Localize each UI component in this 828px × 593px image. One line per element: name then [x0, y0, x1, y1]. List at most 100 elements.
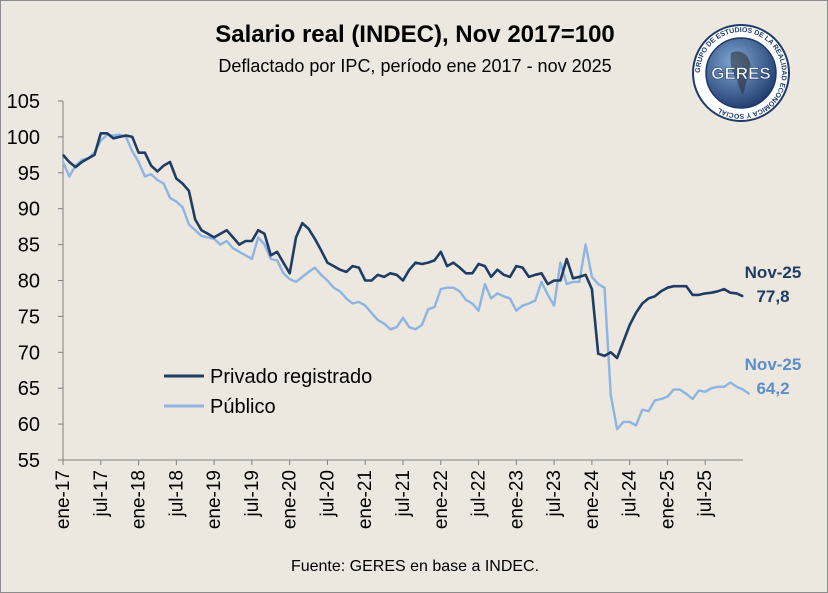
data-point: [585, 244, 587, 246]
data-point: [484, 283, 486, 285]
data-point: [396, 326, 398, 328]
data-point: [62, 161, 64, 163]
data-point: [597, 353, 599, 355]
data-point: [534, 274, 536, 276]
x-tick-label: ene-23: [506, 470, 527, 529]
data-point: [200, 235, 203, 237]
data-point: [717, 290, 719, 292]
data-point: [717, 386, 719, 388]
data-point: [75, 166, 77, 168]
data-point: [622, 421, 625, 423]
data-point: [156, 170, 158, 172]
data-point: [666, 287, 669, 289]
data-point: [692, 294, 694, 296]
data-point: [496, 269, 498, 271]
data-point: [194, 218, 196, 221]
x-tick-label: jul-19: [242, 470, 263, 517]
data-point: [396, 274, 398, 276]
data-point: [610, 394, 612, 396]
data-point: [723, 288, 725, 290]
data-point: [446, 287, 448, 289]
data-point: [370, 312, 373, 314]
y-tick-label: 90: [18, 199, 40, 221]
data-point: [421, 263, 423, 265]
data-point: [528, 276, 530, 278]
data-point: [232, 247, 234, 249]
data-point: [238, 251, 240, 253]
x-tick-label: ene-25: [657, 470, 678, 529]
x-tick-label: jul-21: [393, 470, 414, 517]
data-point: [654, 295, 656, 297]
data-point: [440, 251, 442, 253]
data-point: [352, 265, 354, 267]
y-tick-label: 100: [7, 127, 40, 149]
data-point: [257, 236, 259, 238]
data-point: [471, 272, 473, 274]
data-point: [585, 274, 587, 276]
data-point: [641, 302, 643, 305]
data-point: [629, 421, 631, 423]
data-point: [459, 290, 461, 292]
data-point: [408, 269, 410, 271]
data-point: [289, 278, 291, 280]
data-point: [301, 222, 303, 224]
data-point: [377, 319, 379, 321]
data-point: [301, 276, 303, 278]
data-point: [597, 283, 599, 285]
end-label-date: Nov-25: [745, 263, 802, 282]
data-point: [314, 238, 316, 240]
data-point: [257, 229, 259, 231]
data-point: [421, 324, 423, 326]
data-point: [710, 387, 713, 389]
data-point: [175, 177, 177, 180]
series-publico: [61, 133, 750, 431]
data-point: [509, 276, 511, 278]
data-point: [710, 292, 713, 294]
data-point: [452, 262, 454, 264]
data-point: [364, 305, 366, 307]
data-point: [276, 259, 278, 261]
data-point: [522, 267, 524, 269]
data-point: [547, 283, 549, 285]
data-point: [219, 233, 221, 235]
data-point: [408, 326, 410, 328]
data-point: [358, 301, 360, 303]
data-point: [238, 244, 240, 246]
data-point: [673, 389, 675, 391]
x-tick-label: ene-20: [280, 470, 301, 529]
data-point: [603, 355, 606, 357]
data-point: [648, 297, 650, 299]
y-tick-label: 75: [18, 306, 40, 328]
data-point: [207, 236, 209, 238]
data-point: [465, 299, 467, 301]
data-point: [415, 262, 417, 264]
data-point: [138, 152, 140, 154]
data-point: [326, 262, 328, 264]
data-point: [648, 410, 650, 412]
data-point: [106, 132, 108, 134]
data-point: [692, 398, 694, 400]
data-point: [389, 328, 391, 330]
data-point: [478, 263, 480, 265]
data-point: [540, 272, 543, 274]
data-point: [566, 258, 568, 260]
data-point: [138, 161, 140, 163]
y-tick-label: 80: [18, 271, 40, 293]
data-point: [679, 285, 681, 287]
data-point: [540, 281, 543, 283]
data-point: [559, 279, 562, 282]
data-point: [742, 295, 744, 297]
data-point: [314, 267, 316, 269]
y-tick-label: 65: [18, 378, 40, 400]
data-point: [163, 165, 165, 167]
legend-label: Público: [210, 396, 276, 418]
data-point: [736, 292, 738, 294]
data-point: [251, 258, 253, 260]
data-point: [578, 276, 580, 278]
data-point: [383, 276, 385, 278]
data-point: [415, 328, 417, 330]
data-point: [452, 287, 454, 289]
data-point: [572, 277, 574, 279]
data-point: [723, 386, 725, 388]
x-tick-label: ene-18: [129, 470, 150, 529]
